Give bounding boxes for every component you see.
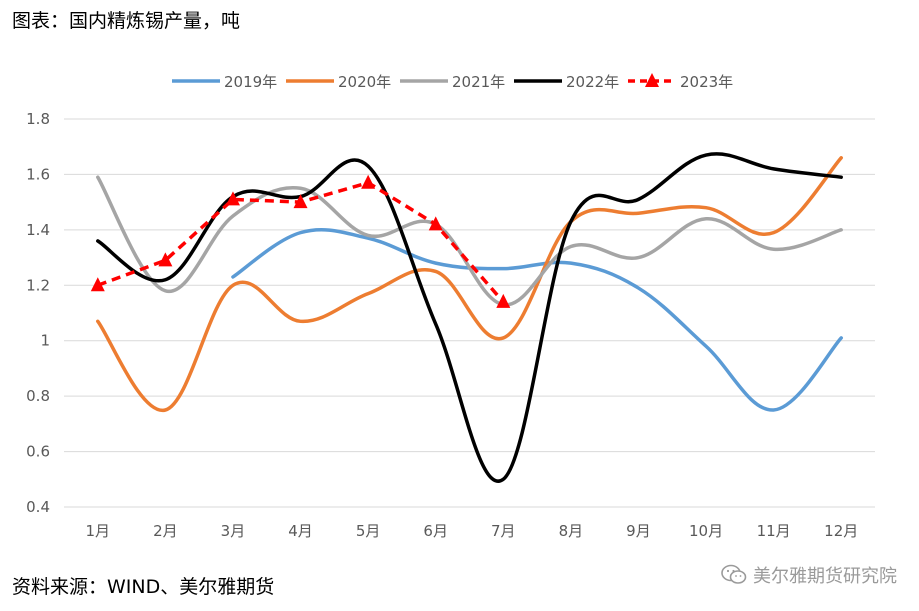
data-point-marker [90,277,105,292]
data-point-marker [293,194,308,209]
legend-label: 2020年 [338,73,391,91]
y-tick-label: 0.4 [26,498,50,516]
x-tick-label: 4月 [288,522,313,540]
series-markers [90,174,511,308]
y-tick-label: 1.4 [26,221,50,239]
x-tick-label: 7月 [491,522,516,540]
series-line-3 [96,175,843,307]
data-point-marker [428,216,443,231]
watermark-text: 美尔雅期货研究院 [753,566,897,587]
x-tick-label: 1月 [86,522,111,540]
legend-item: 2022年 [514,73,619,91]
x-tick-label: 5月 [356,522,381,540]
series-line-1 [231,227,843,412]
y-tick-label: 1.2 [26,276,50,294]
x-tick-label: 6月 [423,522,448,540]
series-lines [96,152,843,483]
y-tick-label: 0.6 [26,443,50,461]
chart-title: 图表：国内精炼锡产量，吨 [12,10,241,32]
legend-item: 2019年 [172,73,277,91]
legend-marker [645,73,659,87]
source-note: 资料来源：WIND、美尔雅期货 [12,576,275,598]
legend-label: 2021年 [452,73,505,91]
x-tick-label: 12月 [824,522,858,540]
x-tick-label: 9月 [626,522,651,540]
legend-item: 2020年 [286,73,391,91]
legend-label: 2022年 [566,73,619,91]
legend-item: 2023年 [628,73,733,91]
legend: 2019年 2020年 2021年 2022年 2023年 [172,73,733,91]
x-tick-label: 8月 [559,522,584,540]
series-line-2 [96,156,843,412]
y-tick-label: 1.8 [26,110,50,128]
data-point-marker [361,174,376,189]
y-axis-tick-labels: 0.4 0.6 0.8 1 1.2 1.4 1.6 1.8 [26,110,50,516]
wechat-icon [721,564,747,584]
data-point-marker [225,191,240,206]
x-tick-label: 3月 [221,522,246,540]
legend-label: 2019年 [224,73,277,91]
data-point-marker [496,293,511,308]
x-tick-label: 10月 [689,522,723,540]
data-point-marker [158,252,173,267]
x-axis-tick-labels: 1月 2月 3月 4月 5月 6月 7月 8月 9月 10月 11月 12月 [86,522,859,540]
legend-item: 2021年 [400,73,505,91]
watermark: 美尔雅期货研究院 [721,562,897,588]
series-line-4 [96,152,843,483]
y-tick-label: 1.6 [26,165,50,183]
y-tick-label: 1 [40,332,50,350]
grid-lines [64,118,875,508]
y-tick-label: 0.8 [26,387,50,405]
legend-label: 2023年 [680,73,733,91]
x-tick-label: 11月 [757,522,791,540]
x-tick-label: 2月 [153,522,178,540]
